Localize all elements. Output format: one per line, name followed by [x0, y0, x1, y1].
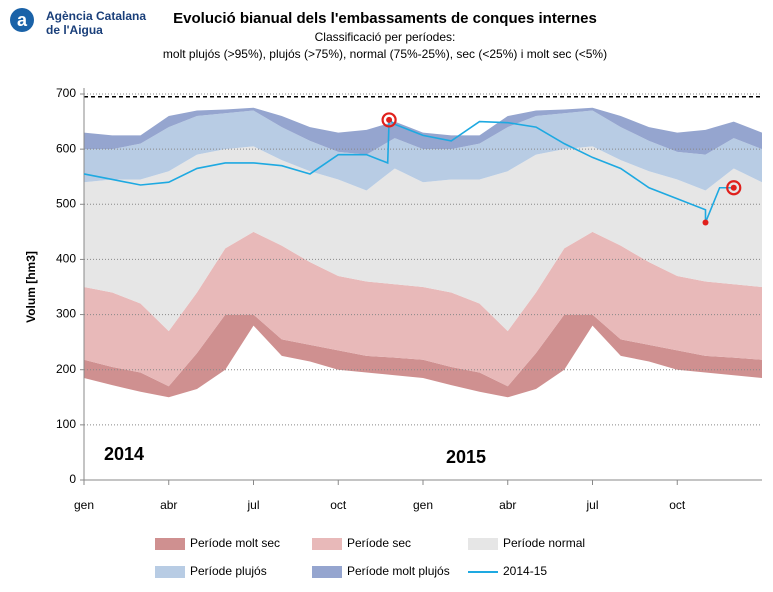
x-tick-label: gen — [74, 498, 94, 512]
y-axis-label: Volum [hm3] — [24, 251, 38, 323]
x-tick-label: oct — [669, 498, 686, 512]
y-tick-label: 300 — [56, 307, 76, 321]
area-band — [84, 314, 762, 398]
y-tick-label: 200 — [56, 362, 76, 376]
legend-label: 2014-15 — [503, 564, 547, 578]
x-tick-label: oct — [330, 498, 347, 512]
y-tick-label: 600 — [56, 141, 76, 155]
y-tick-label: 400 — [56, 252, 76, 266]
y-tick-label: 700 — [56, 86, 76, 100]
legend-swatch — [155, 566, 185, 578]
highlight-point — [730, 184, 737, 191]
legend-label: Període sec — [347, 536, 411, 550]
area-band — [84, 231, 762, 387]
year-annotation: 2014 — [104, 444, 144, 464]
y-tick-label: 500 — [56, 196, 76, 210]
area-band — [84, 107, 762, 155]
x-tick-label: abr — [499, 498, 516, 512]
subtitle: Classificació per períodes: — [315, 30, 456, 44]
legend-swatch — [468, 538, 498, 550]
x-tick-label: gen — [413, 498, 433, 512]
legend-swatch — [155, 538, 185, 550]
highlight-ring — [381, 112, 397, 128]
x-tick-label: abr — [160, 498, 177, 512]
org-name: de l'Aigua — [46, 23, 103, 37]
org-name: Agència Catalana — [46, 9, 146, 23]
highlight-ring — [726, 180, 742, 196]
logo: a Agència Catalana de l'Aigua — [4, 6, 146, 38]
logo-mark — [10, 8, 34, 32]
highlight-point — [702, 219, 709, 226]
y-tick-label: 100 — [56, 417, 76, 431]
x-tick-label: jul — [246, 498, 259, 512]
chart-title: Evolució bianual dels l'embassaments de … — [173, 10, 597, 27]
plot: 0 100 200 300 400 500 600 700 gen abr jul oct gen abr… — [56, 86, 762, 512]
y-tick-label: 0 — [69, 472, 76, 486]
legend-label: Període plujós — [190, 564, 267, 578]
x-tick-label: jul — [585, 498, 598, 512]
logo-letter: a — [17, 10, 28, 30]
legend-label: Període molt sec — [190, 536, 280, 550]
year-annotation: 2015 — [446, 447, 486, 467]
area-band — [84, 110, 762, 191]
legend-swatch — [312, 538, 342, 550]
area-band — [84, 146, 762, 332]
legend-label: Període molt plujós — [347, 564, 450, 578]
legend-swatch — [312, 566, 342, 578]
legend-label: Període normal — [503, 536, 585, 550]
data-line — [83, 118, 734, 223]
highlight-point — [386, 116, 393, 123]
subtitle: molt plujós (>95%), plujós (>75%), norma… — [163, 47, 607, 61]
